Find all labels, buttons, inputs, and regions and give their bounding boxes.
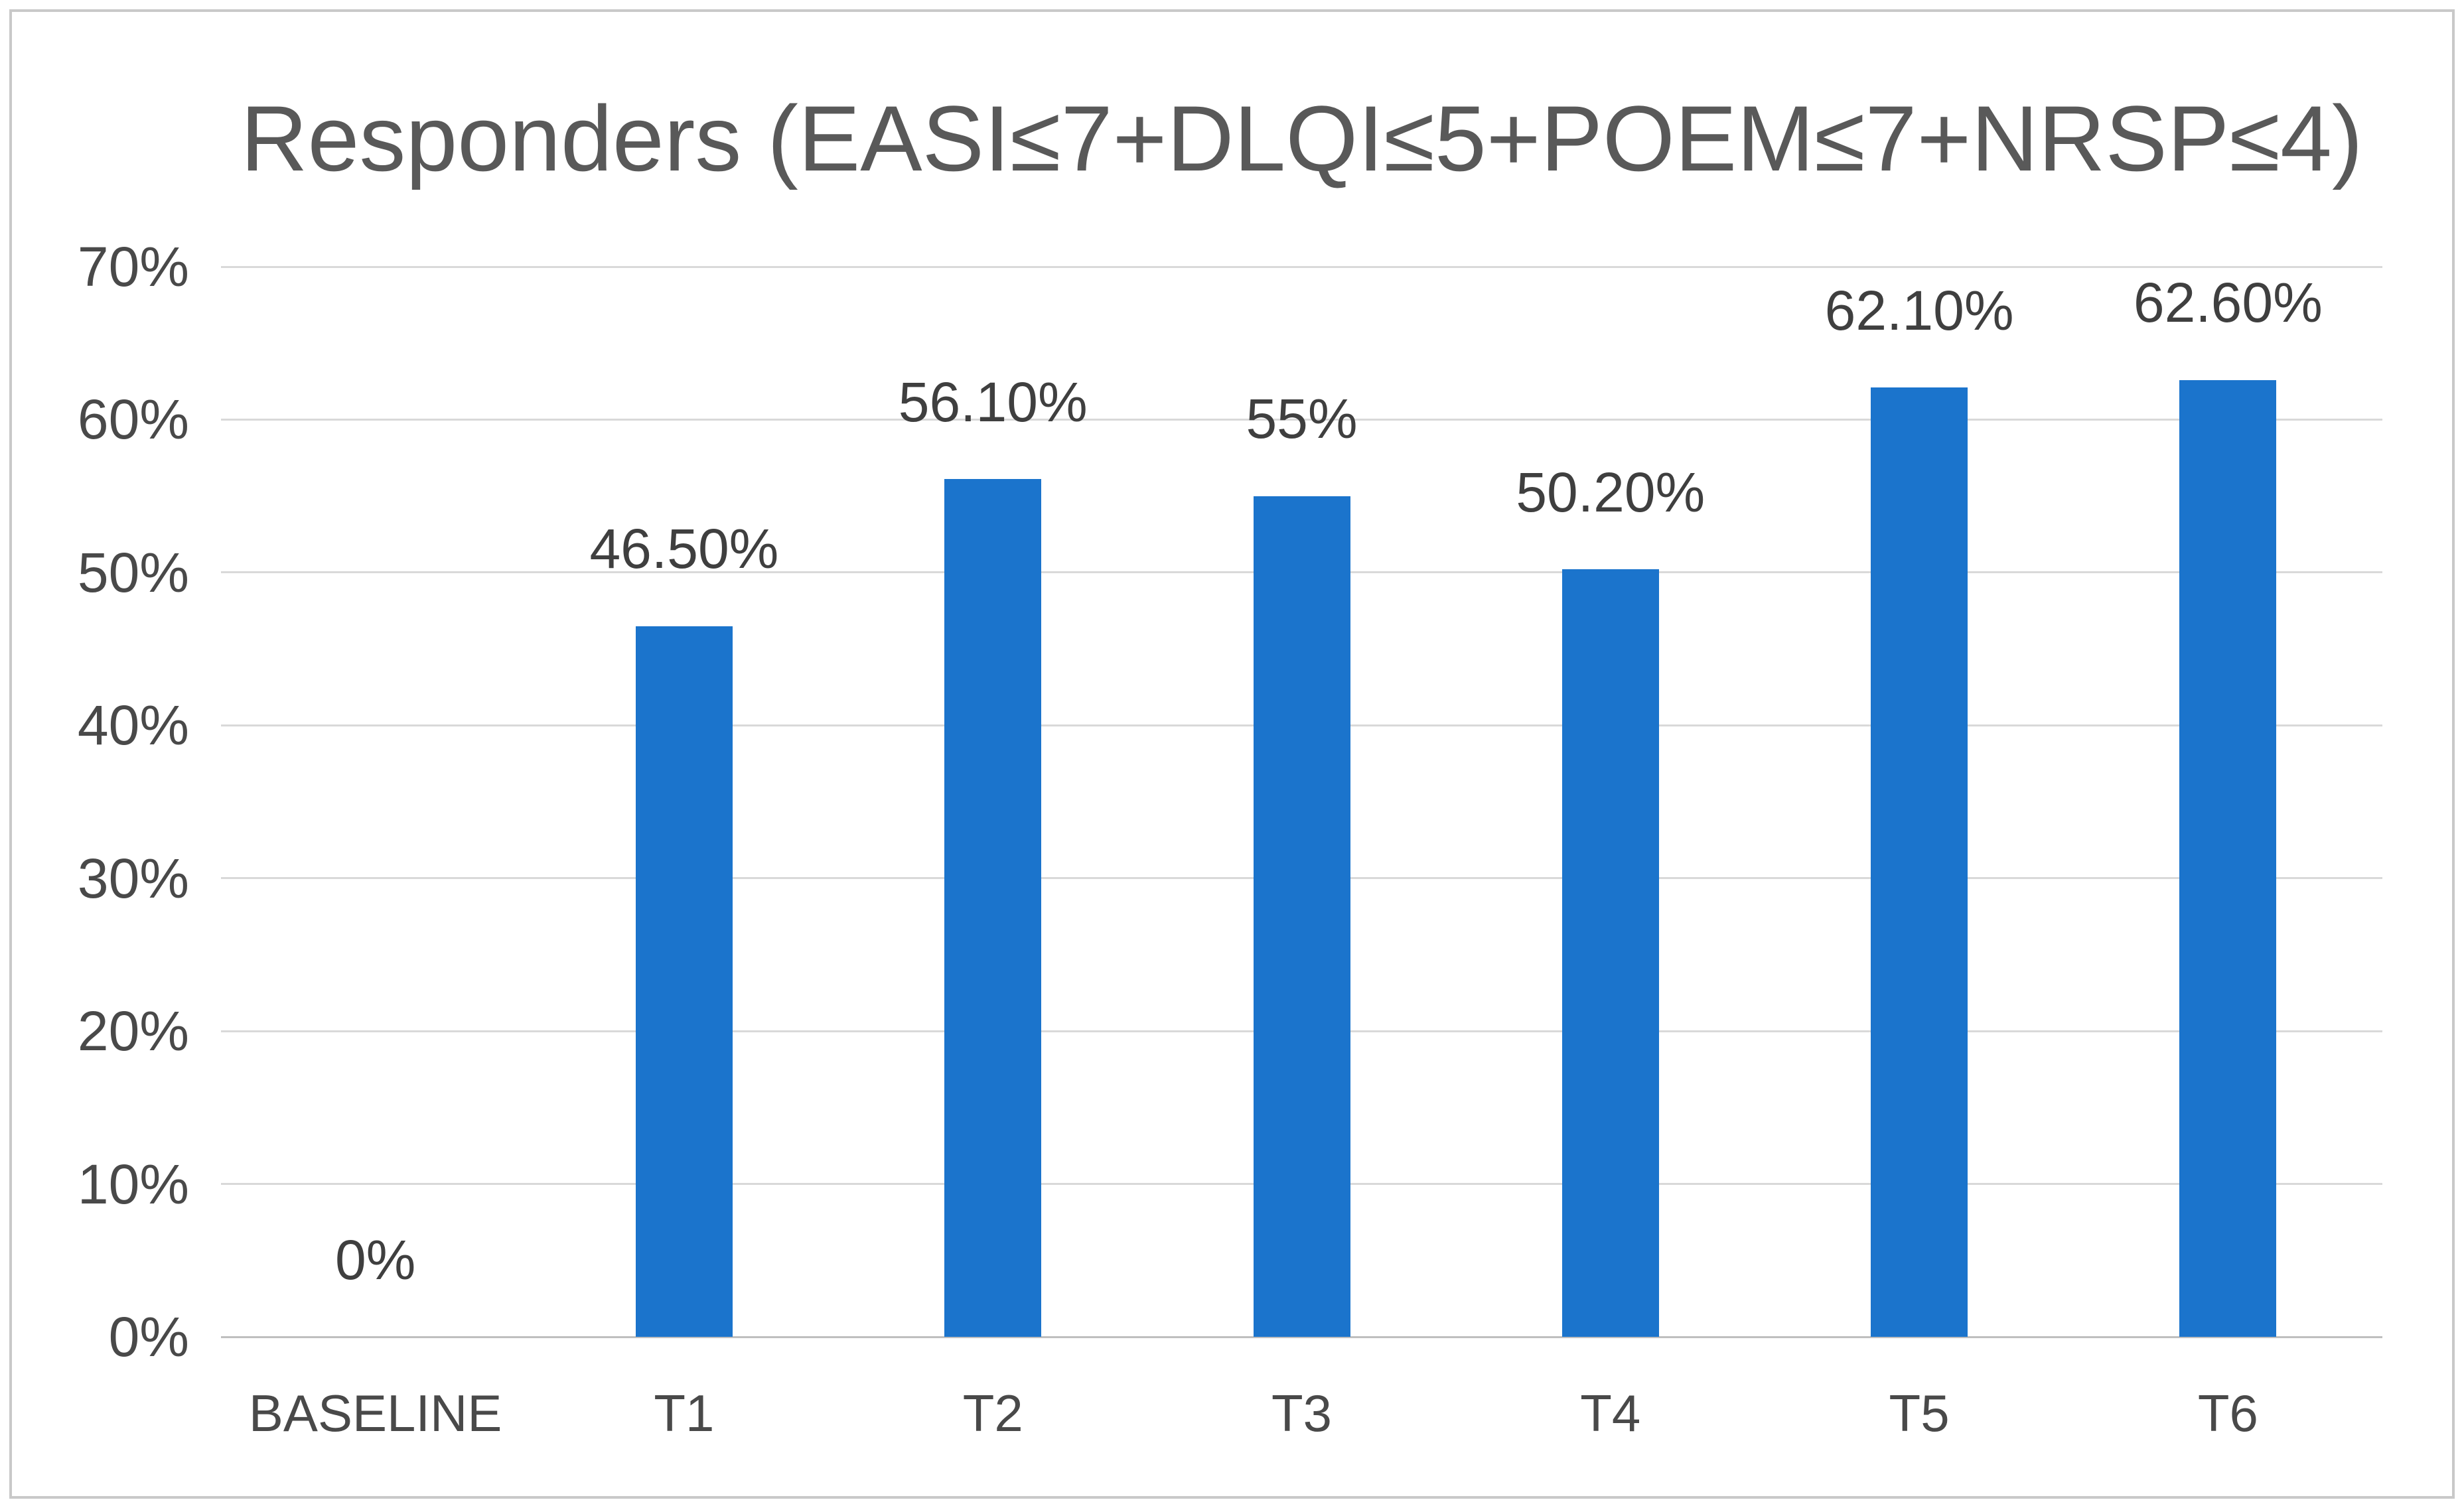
data-label-baseline: 0% [334,1228,416,1291]
y-tick-label: 60% [77,388,189,451]
data-label-t3: 55% [1246,387,1358,450]
y-tick-label: 30% [77,847,189,910]
x-tick-label-t4: T4 [1580,1384,1641,1442]
data-label-t4: 50.20% [1516,460,1705,523]
chart-frame-border [9,9,2455,1499]
y-tick-label: 10% [77,1152,189,1215]
y-tick-label: 70% [77,236,189,298]
bar-t4 [1561,569,1659,1337]
bar-t3 [1253,496,1350,1337]
x-tick-label-t6: T6 [2197,1384,2258,1442]
bar-t6 [2179,379,2277,1337]
plot-area: 0% 46.50% 56.10% 55% 50.20% 62.10% 62.60% [221,265,2382,1338]
y-tick-label: 20% [77,1000,189,1063]
bar-t5 [1871,387,1968,1337]
chart-title: Responders (EASI≤7+DLQI≤5+POEM≤7+NRSP≤4) [240,86,2363,190]
x-tick-label-t5: T5 [1889,1384,1950,1442]
data-label-t2: 56.10% [898,370,1088,433]
gridline [221,265,2382,268]
x-axis-line [221,1336,2382,1338]
x-tick-label-t2: T2 [962,1384,1023,1442]
y-axis-tick-labels: 0% 10% 20% 30% 40% 50% 60% 70% [0,239,189,1365]
gridline [221,418,2382,421]
y-tick-label: 40% [77,694,189,757]
x-tick-label-baseline: BASELINE [248,1384,502,1442]
y-tick-label: 50% [77,541,189,604]
bar-t2 [944,479,1042,1337]
y-tick-label: 0% [108,1306,189,1368]
x-tick-label-t3: T3 [1271,1384,1333,1442]
data-label-t5: 62.10% [1824,279,2014,342]
data-label-t6: 62.60% [2133,271,2323,334]
x-axis-category-labels: BASELINE T1 T2 T3 T4 T5 T6 [221,1385,2382,1458]
bar-t1 [635,626,733,1337]
data-label-t1: 46.50% [589,517,779,581]
x-tick-label-t1: T1 [654,1384,715,1442]
